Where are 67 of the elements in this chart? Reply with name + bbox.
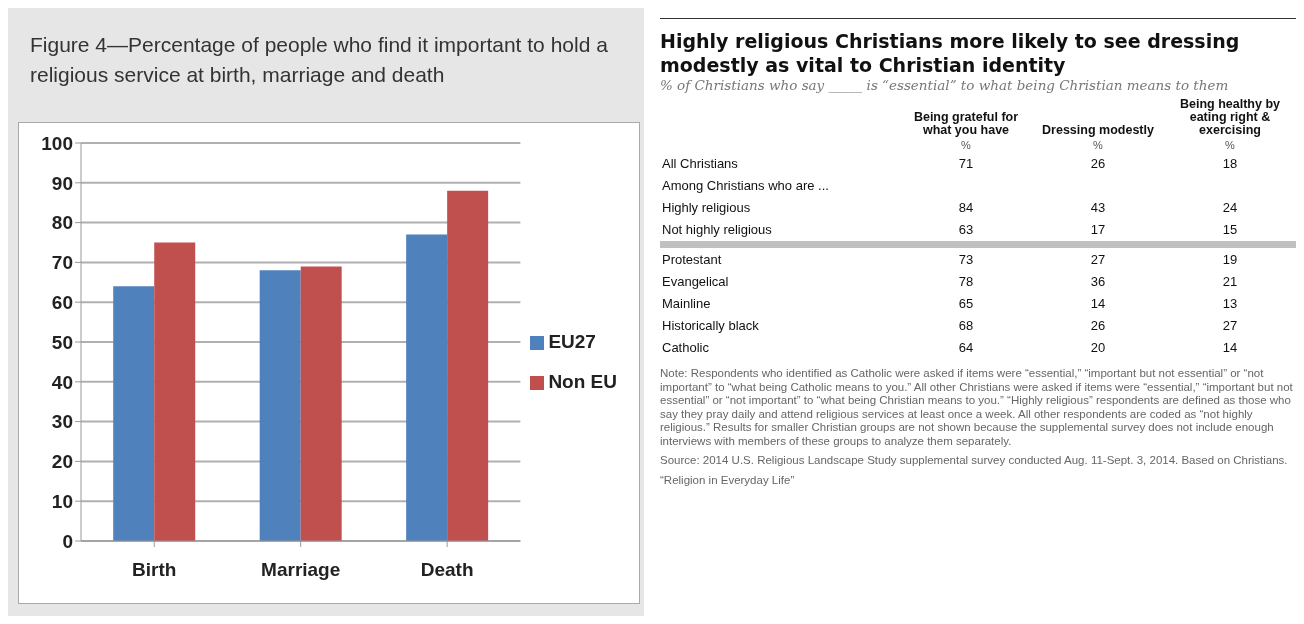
- text: Note: Respondents who identified as Catholic were asked if items were “essential,” “important but not essential” or “not important” to “what being Catholic means to you.” All other Christians were asked if items were “essential,” “important but not essential” or “not important” to “what being Christian means to you.” “Highly religious” respondents are defined as those who say they pray daily and attend religious services at least once a week. All other respondents are coded as “not highly religious.” Results for smaller Christian groups are not shown because the supplemental survey does not include enough interviews with members of these groups to analyze them separately.: [660, 367, 1294, 448]
- legend-label: EU27: [548, 331, 596, 352]
- x-tick-label: Birth: [132, 559, 177, 581]
- source-note: Source: 2014 U.S. Religious Landscape Study supplemental survey conducted Aug. 11-Sept. 3, 2014. Based on Christians.: [660, 454, 1289, 468]
- annotation: %: [961, 139, 972, 151]
- y-tick-label: Protestant: [662, 252, 722, 267]
- y-tick-label: 90: [51, 172, 73, 194]
- data-label: 43: [1090, 200, 1106, 215]
- annotation: %: [1225, 139, 1236, 151]
- y-tick-label: 10: [51, 490, 73, 512]
- legend-label: Non EU: [548, 371, 617, 392]
- y-tick-label: 80: [51, 212, 73, 234]
- data-label: 26: [1090, 156, 1106, 171]
- data-label: 26: [1090, 318, 1106, 333]
- data-label: 21: [1222, 274, 1238, 289]
- chart-title: Highly religious Christians more likely to see dressing modestly as vital to Christian identity: [660, 29, 1241, 77]
- x-tick-label: Marriage: [261, 559, 341, 581]
- text: “Religion in Everyday Life”: [660, 473, 796, 487]
- x-tick-label: Death: [420, 559, 474, 581]
- y-tick-label: 0: [62, 530, 73, 552]
- data-label: 78: [958, 274, 974, 289]
- x-tick-label: Being healthy by eating right & exercising: [1179, 97, 1281, 137]
- data-label: 71: [958, 156, 974, 171]
- data-label: 27: [1222, 318, 1238, 333]
- data-label: 27: [1090, 252, 1106, 267]
- data-label: 14: [1222, 340, 1238, 355]
- bar: [406, 234, 448, 541]
- y-tick-label: Catholic: [662, 340, 710, 355]
- y-tick-label: 40: [51, 371, 73, 393]
- y-tick-label: Evangelical: [662, 274, 729, 289]
- bar: [154, 242, 196, 541]
- y-tick-label: All Christians: [662, 156, 739, 171]
- data-label: 84: [958, 200, 974, 215]
- y-tick-label: 20: [51, 451, 73, 473]
- data-label: 63: [958, 222, 974, 237]
- data-label: 24: [1222, 200, 1238, 215]
- y-tick-label: 30: [51, 411, 73, 433]
- data-label: 17: [1090, 222, 1106, 237]
- data-label: 20: [1090, 340, 1106, 355]
- chart-title: Figure 4—Percentage of people who find it important to hold a religious service at birth, marriage and death: [29, 32, 609, 88]
- data-label: 68: [958, 318, 974, 333]
- bar: [300, 266, 342, 541]
- data-label: 64: [958, 340, 974, 355]
- y-tick-label: Among Christians who are ...: [662, 178, 829, 193]
- data-label: 13: [1222, 296, 1238, 311]
- data-label: 14: [1090, 296, 1106, 311]
- data-label: 36: [1090, 274, 1106, 289]
- chart-subtitle: % of Christians who say _____ is “essential” to what being Christian means to them: [660, 77, 1230, 94]
- y-tick-label: 60: [51, 291, 73, 313]
- y-tick-label: Highly religious: [662, 200, 751, 215]
- data-label: 15: [1222, 222, 1238, 237]
- annotation: %: [1093, 139, 1104, 151]
- x-tick-label: Dressing modestly: [1041, 123, 1155, 137]
- data-label: 19: [1222, 252, 1238, 267]
- y-tick-label: Not highly religious: [662, 222, 773, 237]
- data-label: 65: [958, 296, 974, 311]
- y-tick-label: 70: [51, 252, 73, 274]
- y-tick-label: 100: [41, 132, 73, 154]
- data-label: 18: [1222, 156, 1238, 171]
- y-tick-label: Historically black: [662, 318, 760, 333]
- x-tick-label: Being grateful for what you have: [912, 110, 1020, 137]
- y-tick-label: Mainline: [662, 296, 711, 311]
- bar: [113, 286, 155, 541]
- data-label: 73: [958, 252, 974, 267]
- bar: [259, 270, 301, 541]
- y-tick-label: 50: [51, 331, 73, 353]
- bar: [447, 190, 489, 541]
